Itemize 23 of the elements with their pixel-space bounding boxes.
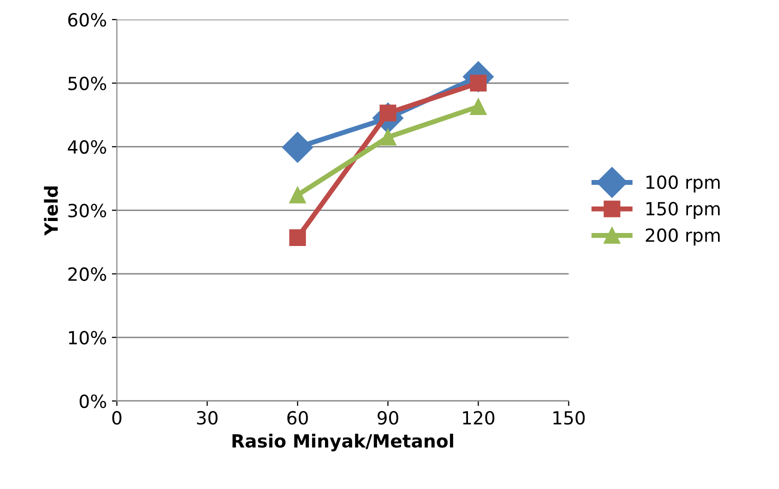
y-tick-label: 40%: [68, 140, 106, 154]
point: [282, 132, 314, 163]
legend-label: 150 rpm: [646, 202, 720, 220]
y-tick-label: 20%: [68, 267, 106, 281]
x-axis-title: Rasio Minyak/Metanol: [232, 434, 454, 452]
x-tick-label: 120: [463, 411, 494, 425]
x-tick-label: 90: [378, 411, 398, 425]
x-tick-label: 30: [197, 411, 218, 425]
x-tick-label: 0: [112, 411, 122, 425]
y-tick-label: 10%: [68, 330, 106, 345]
y-tick-label: 0%: [80, 394, 106, 408]
x-tick-label: 60: [287, 411, 308, 425]
y-tick-label: 60%: [68, 13, 106, 27]
legend-label: 100 rpm: [646, 175, 720, 193]
y-axis-title: Yield: [44, 186, 58, 236]
point: [380, 128, 396, 146]
point: [289, 186, 306, 204]
y-tick-label: 50%: [68, 76, 106, 90]
x-tick-label: 150: [553, 411, 585, 425]
legend-label: 200 rpm: [646, 228, 720, 246]
y-tick-label: 30%: [68, 204, 106, 218]
point: [470, 98, 487, 115]
point: [289, 229, 306, 246]
